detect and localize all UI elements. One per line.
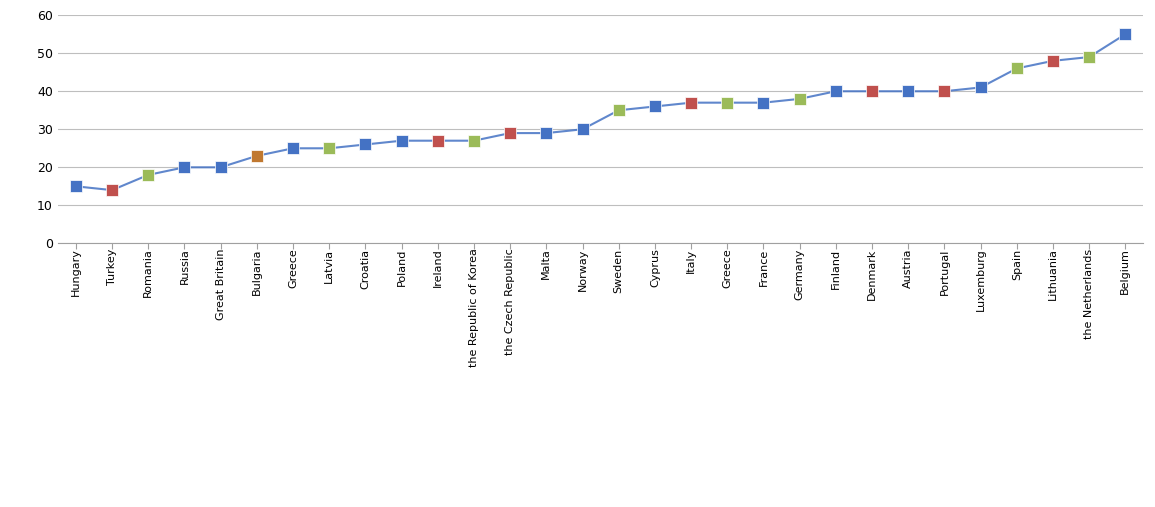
Text: Portugal: Portugal (939, 248, 949, 295)
Text: the Czech Republic: the Czech Republic (505, 248, 515, 355)
Text: Cyprus: Cyprus (650, 248, 660, 287)
Text: Belgium: Belgium (1120, 248, 1131, 294)
Text: Greece: Greece (722, 248, 732, 288)
Text: Poland: Poland (396, 248, 407, 286)
Text: Luxemburg: Luxemburg (976, 248, 985, 311)
Text: Bulgaria: Bulgaria (252, 248, 262, 295)
Text: the Netherlands: the Netherlands (1085, 248, 1094, 339)
Text: Latvia: Latvia (325, 248, 334, 282)
Text: Spain: Spain (1012, 248, 1022, 280)
Text: Romania: Romania (143, 248, 154, 297)
Text: Austria: Austria (903, 248, 914, 288)
Text: Ireland: Ireland (433, 248, 442, 287)
Text: Croatia: Croatia (360, 248, 371, 288)
Text: Finland: Finland (830, 248, 841, 288)
Text: Germany: Germany (795, 248, 805, 300)
Text: Lithuania: Lithuania (1048, 248, 1058, 301)
Text: Sweden: Sweden (613, 248, 624, 293)
Text: Italy: Italy (686, 248, 696, 273)
Text: Russia: Russia (179, 248, 189, 284)
Text: Hungary: Hungary (70, 248, 81, 296)
Text: France: France (759, 248, 768, 285)
Text: Norway: Norway (578, 248, 588, 291)
Text: Turkey: Turkey (107, 248, 117, 285)
Text: Great Britain: Great Britain (216, 248, 225, 320)
Text: Malta: Malta (542, 248, 551, 279)
Text: Greece: Greece (288, 248, 298, 288)
Text: Denmark: Denmark (867, 248, 877, 300)
Text: the Republic of Korea: the Republic of Korea (469, 248, 479, 367)
